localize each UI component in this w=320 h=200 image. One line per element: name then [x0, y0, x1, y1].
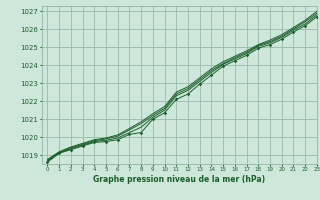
X-axis label: Graphe pression niveau de la mer (hPa): Graphe pression niveau de la mer (hPa) — [93, 175, 265, 184]
